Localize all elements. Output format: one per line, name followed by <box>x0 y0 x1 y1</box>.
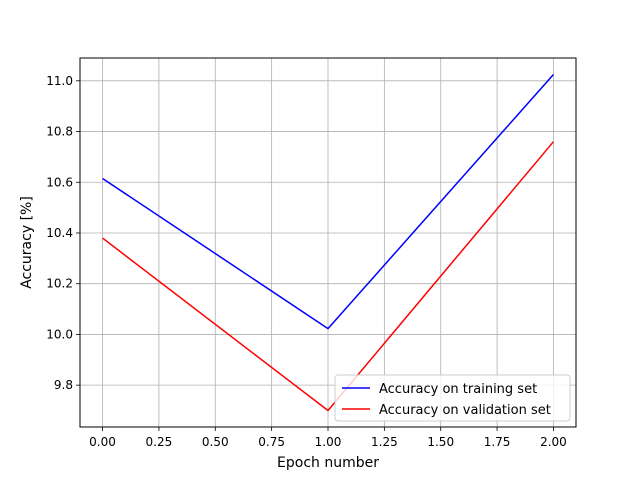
x-tick-label: 1.75 <box>484 435 511 449</box>
series-line-validation <box>102 141 555 412</box>
legend-box <box>334 374 571 422</box>
x-tick-label: 0.50 <box>202 435 229 449</box>
x-tick-label: 1.50 <box>427 435 454 449</box>
y-tick-label: 10.8 <box>46 125 73 139</box>
y-axis-label: Accuracy [%] <box>19 196 35 289</box>
x-tick-label: 2.00 <box>540 435 567 449</box>
x-axis-label: Epoch number <box>277 455 379 471</box>
y-tick-label: 9.8 <box>54 378 73 392</box>
y-tick-label: 10.6 <box>46 175 73 189</box>
series-line-training <box>102 73 555 330</box>
y-tick-label: 10.0 <box>46 327 73 341</box>
legend: Accuracy on training set Accuracy on vali… <box>334 374 571 422</box>
legend-label: Accuracy on training set <box>379 382 537 397</box>
y-tick-label: 11.0 <box>46 74 73 88</box>
y-tick-label: 10.2 <box>46 277 73 291</box>
y-tick-label: 10.4 <box>46 226 73 240</box>
y-axis: 9.8 10.0 10.2 10.4 10.6 10.8 11.0 <box>46 74 80 392</box>
x-tick-label: 1.25 <box>371 435 398 449</box>
x-tick-label: 0.00 <box>89 435 116 449</box>
x-tick-label: 1.00 <box>315 435 342 449</box>
x-tick-label: 0.25 <box>146 435 173 449</box>
x-axis: 0.00 0.25 0.50 0.75 1.00 1.25 1.50 1.75 2.00 <box>89 427 567 449</box>
legend-label: Accuracy on validation set <box>379 403 551 418</box>
x-tick-label: 0.75 <box>258 435 285 449</box>
series-lines <box>102 73 555 412</box>
